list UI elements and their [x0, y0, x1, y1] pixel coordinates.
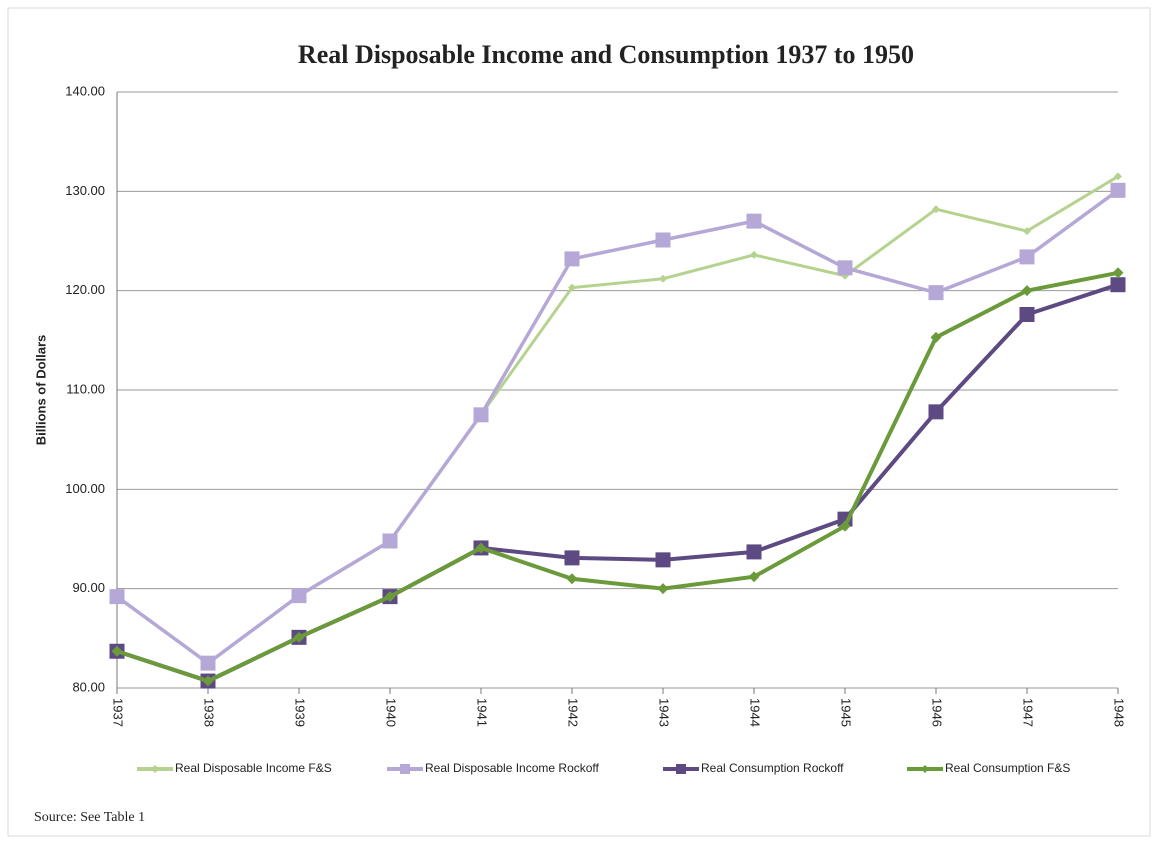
chart-border: [7, 7, 1151, 837]
data-point: [1110, 277, 1126, 293]
data-point: [475, 542, 487, 554]
x-tick-label: 1944: [748, 698, 763, 727]
legend-marker: [921, 765, 929, 773]
data-point: [930, 331, 942, 343]
data-point: [109, 589, 125, 605]
data-point: [111, 645, 123, 657]
data-point: [293, 631, 305, 643]
data-point: [655, 232, 671, 248]
data-point: [473, 407, 489, 423]
chart-title: Real Disposable Income and Consumption 1…: [298, 40, 914, 69]
data-point: [1112, 267, 1124, 279]
y-tick-label: 140.00: [65, 83, 105, 98]
data-point: [750, 250, 758, 259]
y-tick-label: 100.00: [65, 481, 105, 496]
x-tick-label: 1943: [657, 698, 672, 727]
data-point: [568, 283, 576, 292]
legend-label: Real Consumption Rockoff: [701, 761, 844, 775]
legend-label: Real Disposable Income F&S: [175, 761, 332, 775]
x-tick-label: 1948: [1112, 698, 1127, 727]
x-tick-label: 1941: [475, 698, 490, 727]
y-tick-label: 80.00: [72, 679, 105, 694]
legend-marker: [151, 765, 159, 773]
data-point: [1019, 249, 1035, 265]
x-tick-label: 1946: [930, 698, 945, 727]
data-point: [1110, 182, 1126, 198]
data-point: [837, 260, 853, 276]
data-point: [928, 285, 944, 301]
data-point: [566, 573, 578, 585]
data-point: [748, 571, 760, 583]
data-point: [932, 205, 940, 214]
data-point: [384, 591, 396, 603]
data-point: [746, 213, 762, 229]
x-tick-label: 1938: [202, 698, 217, 727]
x-tick-label: 1940: [384, 698, 399, 727]
data-point: [1023, 227, 1031, 236]
data-point: [382, 533, 398, 549]
y-tick-label: 120.00: [65, 282, 105, 297]
series-line: [116, 270, 1119, 684]
y-tick-label: 90.00: [72, 580, 105, 595]
y-tick-label: 130.00: [65, 183, 105, 198]
data-point: [202, 675, 214, 687]
x-tick-label: 1947: [1021, 698, 1036, 727]
x-tick-label: 1939: [293, 698, 308, 727]
series-line: [116, 282, 1119, 684]
data-point: [564, 251, 580, 267]
data-point: [1114, 172, 1122, 181]
x-tick-label: 1937: [111, 698, 126, 727]
x-tick-label: 1942: [566, 698, 581, 727]
legend-marker: [400, 764, 410, 774]
data-point: [659, 274, 667, 283]
data-point: [200, 655, 216, 671]
data-point: [746, 544, 762, 560]
data-point: [564, 550, 580, 566]
data-point: [655, 552, 671, 568]
source-note: Source: See Table 1: [34, 810, 145, 825]
data-point: [291, 588, 307, 604]
x-tick-label: 1945: [839, 698, 854, 727]
legend-label: Real Consumption F&S: [945, 761, 1070, 775]
series-line: [115, 188, 1120, 666]
data-point: [839, 520, 851, 532]
data-point: [657, 583, 669, 595]
legend-label: Real Disposable Income Rockoff: [425, 761, 600, 775]
data-point: [928, 404, 944, 420]
y-tick-label: 110.00: [66, 381, 105, 396]
legend-marker: [676, 764, 686, 774]
y-axis-label: Billions of Dollars: [33, 335, 48, 446]
data-point: [1019, 307, 1035, 323]
data-point: [1021, 285, 1033, 297]
